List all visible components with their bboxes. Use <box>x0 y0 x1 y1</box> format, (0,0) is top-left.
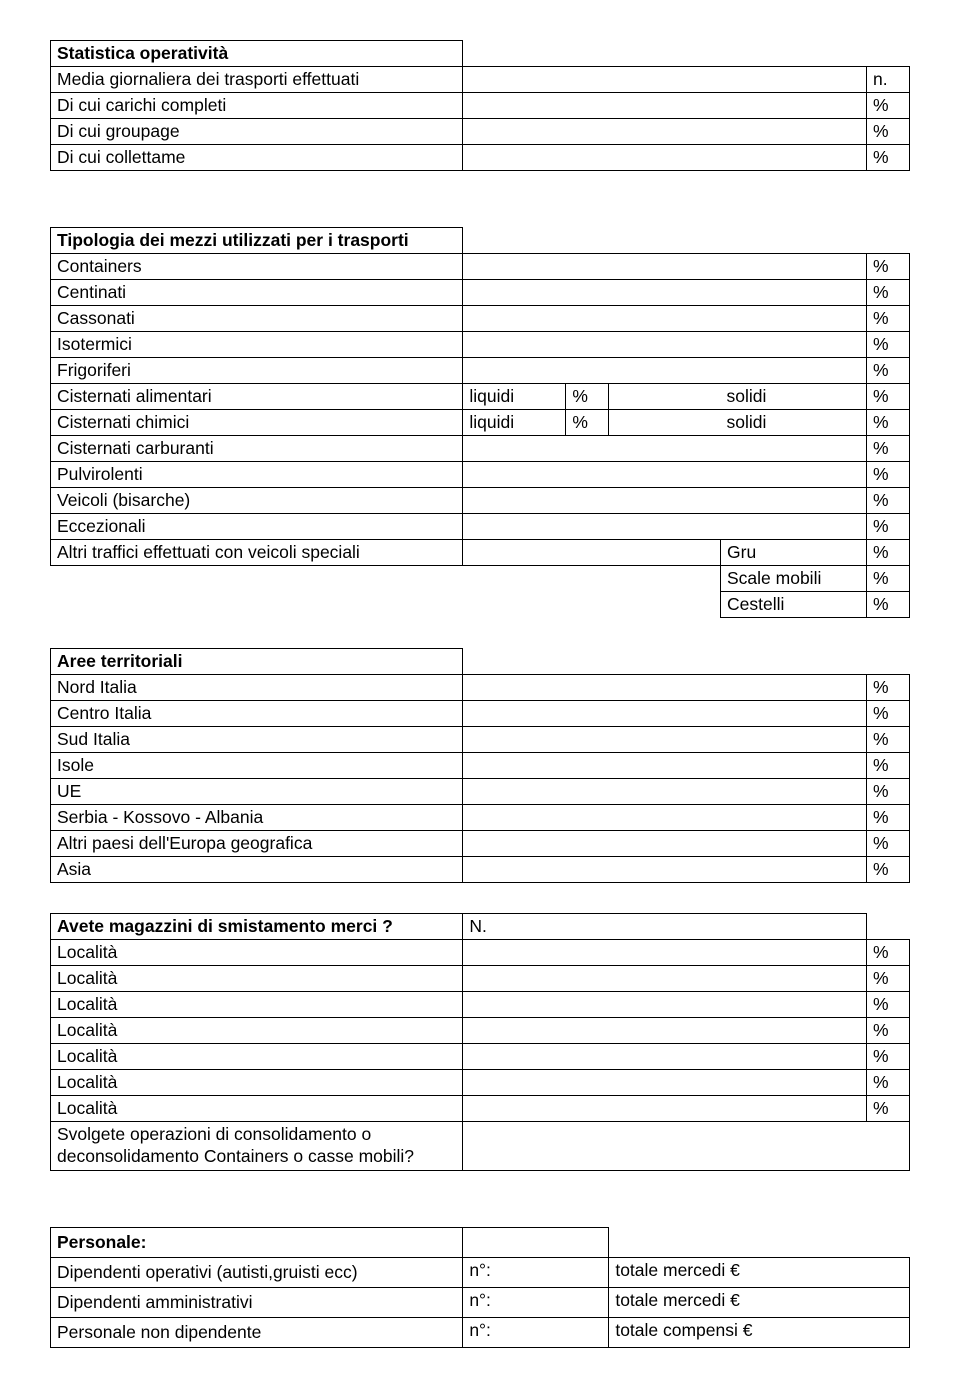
t3-row-label: Asia <box>51 857 463 883</box>
t2-header: Tipologia dei mezzi utilizzati per i tra… <box>51 228 463 254</box>
t2-pct: % <box>867 514 910 540</box>
t4-loc: Località <box>51 992 463 1018</box>
t1-row-unit: % <box>867 145 910 171</box>
t1-row-value <box>463 93 867 119</box>
t5-row-c2: totale mercedi € <box>609 1257 910 1287</box>
t3-row-label: Sud Italia <box>51 727 463 753</box>
t2-pct: % <box>867 280 910 306</box>
t3-row-label: Nord Italia <box>51 675 463 701</box>
t4-header-right: N. <box>463 914 867 940</box>
t1-row-label: Di cui carichi completi <box>51 93 463 119</box>
t1-header: Statistica operatività <box>51 41 463 67</box>
t3-row-label: Altri paesi dell'Europa geografica <box>51 831 463 857</box>
t2-row-label: Cisternati carburanti <box>51 436 463 462</box>
t1-row-label: Di cui groupage <box>51 119 463 145</box>
t2-pct: % <box>867 436 910 462</box>
t3-row-label: Serbia - Kossovo - Albania <box>51 805 463 831</box>
t2-pct: % <box>867 540 910 566</box>
t2-liquid-c4: % <box>867 384 910 410</box>
t4-loc: Località <box>51 966 463 992</box>
t5-row-label: Dipendenti operativi (autisti,gruisti ec… <box>51 1257 463 1287</box>
t2-row-label: Isotermici <box>51 332 463 358</box>
t2-liquid-c4: % <box>867 410 910 436</box>
t1-row-value <box>463 145 867 171</box>
t3-pct: % <box>867 753 910 779</box>
table-personale: Personale: Dipendenti operativi (autisti… <box>50 1227 910 1348</box>
t2-special-item: Gru <box>721 540 867 566</box>
t4-pct: % <box>867 1096 910 1122</box>
t5-row-c1: n°: <box>463 1287 609 1317</box>
t2-pct: % <box>867 306 910 332</box>
t2-pct: % <box>867 358 910 384</box>
table-statistica: Statistica operatività Media giornaliera… <box>50 40 910 171</box>
t2-row-label: Cassonati <box>51 306 463 332</box>
t5-row-c1: n°: <box>463 1317 609 1347</box>
t4-loc: Località <box>51 1096 463 1122</box>
t4-pct: % <box>867 1018 910 1044</box>
t3-header: Aree territoriali <box>51 649 463 675</box>
t4-header: Avete magazzini di smistamento merci ? <box>51 914 463 940</box>
t1-row-value <box>463 67 867 93</box>
t5-row-c2: totale compensi € <box>609 1317 910 1347</box>
table-aree: Aree territoriali Nord Italia% Centro It… <box>50 648 910 883</box>
t2-liquid-c3: solidi <box>721 410 867 436</box>
t1-row-unit: % <box>867 93 910 119</box>
t1-row-unit: % <box>867 119 910 145</box>
t3-row-label: UE <box>51 779 463 805</box>
t2-special-label: Altri traffici effettuati con veicoli sp… <box>51 540 463 566</box>
t2-row-label: Cisternati chimici <box>51 410 463 436</box>
t2-pct: % <box>867 566 910 592</box>
t5-header: Personale: <box>51 1227 463 1257</box>
t3-pct: % <box>867 857 910 883</box>
table-magazzini: Avete magazzini di smistamento merci ? N… <box>50 913 910 1171</box>
t2-special-item: Cestelli <box>721 592 867 618</box>
t2-row-label: Cisternati alimentari <box>51 384 463 410</box>
t4-pct: % <box>867 940 910 966</box>
t4-pct: % <box>867 1044 910 1070</box>
t2-special-item: Scale mobili <box>721 566 867 592</box>
t4-pct: % <box>867 992 910 1018</box>
t1-row-label: Di cui collettame <box>51 145 463 171</box>
t2-pct: % <box>867 332 910 358</box>
t1-row-value <box>463 119 867 145</box>
t3-pct: % <box>867 727 910 753</box>
t2-row-label: Eccezionali <box>51 514 463 540</box>
t2-row-label: Centinati <box>51 280 463 306</box>
t3-pct: % <box>867 831 910 857</box>
t2-pct: % <box>867 254 910 280</box>
t2-liquid-c3: solidi <box>721 384 867 410</box>
t4-loc: Località <box>51 1070 463 1096</box>
t5-row-label: Personale non dipendente <box>51 1317 463 1347</box>
t5-row-label: Dipendenti amministrativi <box>51 1287 463 1317</box>
t2-pct: % <box>867 592 910 618</box>
t2-pct: % <box>867 462 910 488</box>
table-tipologia: Tipologia dei mezzi utilizzati per i tra… <box>50 227 910 618</box>
t2-pct: % <box>867 488 910 514</box>
t4-loc: Località <box>51 940 463 966</box>
t2-row-label: Frigoriferi <box>51 358 463 384</box>
t2-row-label: Veicoli (bisarche) <box>51 488 463 514</box>
t5-row-c2: totale mercedi € <box>609 1287 910 1317</box>
t3-pct: % <box>867 701 910 727</box>
t2-row-label: Containers <box>51 254 463 280</box>
t4-loc: Località <box>51 1044 463 1070</box>
t3-pct: % <box>867 779 910 805</box>
t4-pct: % <box>867 966 910 992</box>
t3-row-label: Centro Italia <box>51 701 463 727</box>
t2-row-label: Pulvirolenti <box>51 462 463 488</box>
t2-liquid-c2: % <box>566 384 609 410</box>
t4-footer: Svolgete operazioni di consolidamento o … <box>51 1122 463 1171</box>
t4-pct: % <box>867 1070 910 1096</box>
t4-loc: Località <box>51 1018 463 1044</box>
t2-liquid-c1: liquidi <box>463 384 566 410</box>
t1-row-unit: n. <box>867 67 910 93</box>
t3-pct: % <box>867 805 910 831</box>
t5-row-c1: n°: <box>463 1257 609 1287</box>
t3-row-label: Isole <box>51 753 463 779</box>
t3-pct: % <box>867 675 910 701</box>
t2-liquid-c2: % <box>566 410 609 436</box>
t1-row-label: Media giornaliera dei trasporti effettua… <box>51 67 463 93</box>
t2-liquid-c1: liquidi <box>463 410 566 436</box>
